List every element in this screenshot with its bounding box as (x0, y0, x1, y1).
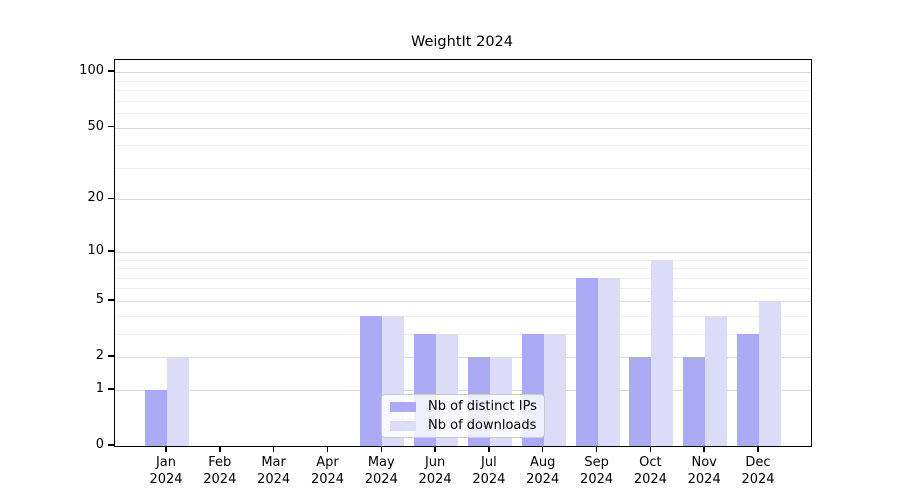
bar-aug-downloads (543, 333, 566, 446)
gridline-4 (115, 315, 811, 317)
gridline-70 (115, 100, 811, 102)
x-tick-label-aug: Aug 2024 (526, 455, 560, 487)
gridline-1 (115, 389, 811, 391)
bar-oct-ips (629, 357, 652, 446)
chart-title: WeightIt 2024 (411, 34, 513, 50)
y-tick-mark-5 (108, 299, 114, 301)
y-tick-mark-1 (108, 388, 114, 390)
bar-dec-downloads (759, 300, 781, 446)
x-tick-label-apr: Apr 2024 (310, 455, 345, 487)
gridline-6 (115, 288, 811, 290)
y-tick-mark-100 (108, 70, 114, 72)
gridline-9 (115, 259, 811, 261)
gridline-100 (115, 72, 811, 74)
gridline-90 (115, 80, 811, 82)
x-tick-label-jul: Jul 2024 (472, 455, 506, 487)
gridline-3 (115, 333, 811, 335)
x-tick-mark-jan (165, 446, 167, 452)
y-tick-mark-10 (108, 250, 114, 252)
x-tick-mark-aug (541, 446, 544, 452)
plot-area: Nb of distinct IPs Nb of downloads (114, 59, 812, 447)
bar-jan-downloads (167, 357, 189, 446)
x-tick-mark-oct (649, 446, 652, 452)
gridline-30 (115, 167, 811, 169)
x-tick-label-sep: Sep 2024 (580, 455, 614, 487)
x-tick-mark-jul (488, 446, 490, 452)
bar-nov-ips (683, 357, 706, 446)
x-tick-label-mar: Mar 2024 (257, 455, 291, 487)
y-tick-label-10: 10 (87, 242, 104, 258)
x-tick-mark-may (380, 446, 383, 452)
x-tick-label-oct: Oct 2024 (633, 455, 667, 487)
bar-nov-downloads (705, 315, 728, 446)
y-tick-label-2: 2 (95, 348, 104, 363)
x-tick-mark-nov (703, 446, 705, 452)
x-tick-mark-dec (757, 446, 759, 452)
x-tick-label-nov: Nov 2024 (687, 455, 721, 487)
bar-dec-ips (737, 333, 759, 446)
gridline-10 (115, 251, 811, 253)
gridline-40 (115, 145, 811, 147)
y-tick-label-50: 50 (87, 118, 104, 134)
bar-jan-ips (145, 389, 167, 446)
y-tick-mark-2 (108, 355, 114, 357)
bar-oct-downloads (651, 259, 674, 446)
legend: Nb of distinct IPs Nb of downloads (381, 394, 545, 438)
gridline-2 (115, 357, 811, 358)
bar-sep-ips (575, 277, 598, 446)
legend-item-downloads: Nb of downloads (390, 418, 536, 433)
x-tick-label-dec: Dec 2024 (741, 455, 775, 487)
x-tick-label-feb: Feb 2024 (203, 455, 237, 487)
x-tick-mark-mar (272, 446, 275, 452)
legend-swatch-distinct-ips (390, 401, 416, 412)
x-tick-label-jun: Jun 2024 (418, 455, 452, 487)
legend-label-distinct-ips: Nb of distinct IPs (428, 399, 537, 414)
bar-sep-downloads (597, 277, 620, 446)
legend-label-downloads: Nb of downloads (428, 418, 537, 433)
y-tick-label-100: 100 (79, 63, 104, 79)
y-tick-label-1: 1 (95, 380, 104, 396)
x-tick-mark-jun (434, 446, 436, 452)
y-tick-label-5: 5 (95, 291, 104, 307)
y-tick-label-20: 20 (87, 190, 104, 206)
legend-item-distinct-ips: Nb of distinct IPs (390, 399, 537, 414)
bar-may-ips (360, 315, 383, 446)
y-tick-label-0: 0 (95, 437, 104, 452)
x-tick-mark-apr (326, 446, 329, 452)
gridline-60 (115, 113, 811, 114)
gridline-7 (115, 277, 811, 279)
gridline-8 (115, 268, 811, 269)
x-tick-mark-feb (219, 446, 221, 452)
gridline-50 (115, 127, 811, 129)
x-tick-label-jan: Jan 2024 (149, 455, 183, 487)
y-tick-mark-50 (108, 125, 114, 128)
y-tick-mark-0 (108, 444, 114, 446)
gridline-20 (115, 199, 811, 201)
y-tick-mark-20 (108, 197, 114, 200)
x-tick-mark-sep (595, 446, 598, 452)
gridline-5 (115, 300, 811, 302)
legend-swatch-downloads (390, 420, 416, 431)
gridline-80 (115, 90, 811, 91)
x-tick-label-may: May 2024 (364, 455, 398, 487)
